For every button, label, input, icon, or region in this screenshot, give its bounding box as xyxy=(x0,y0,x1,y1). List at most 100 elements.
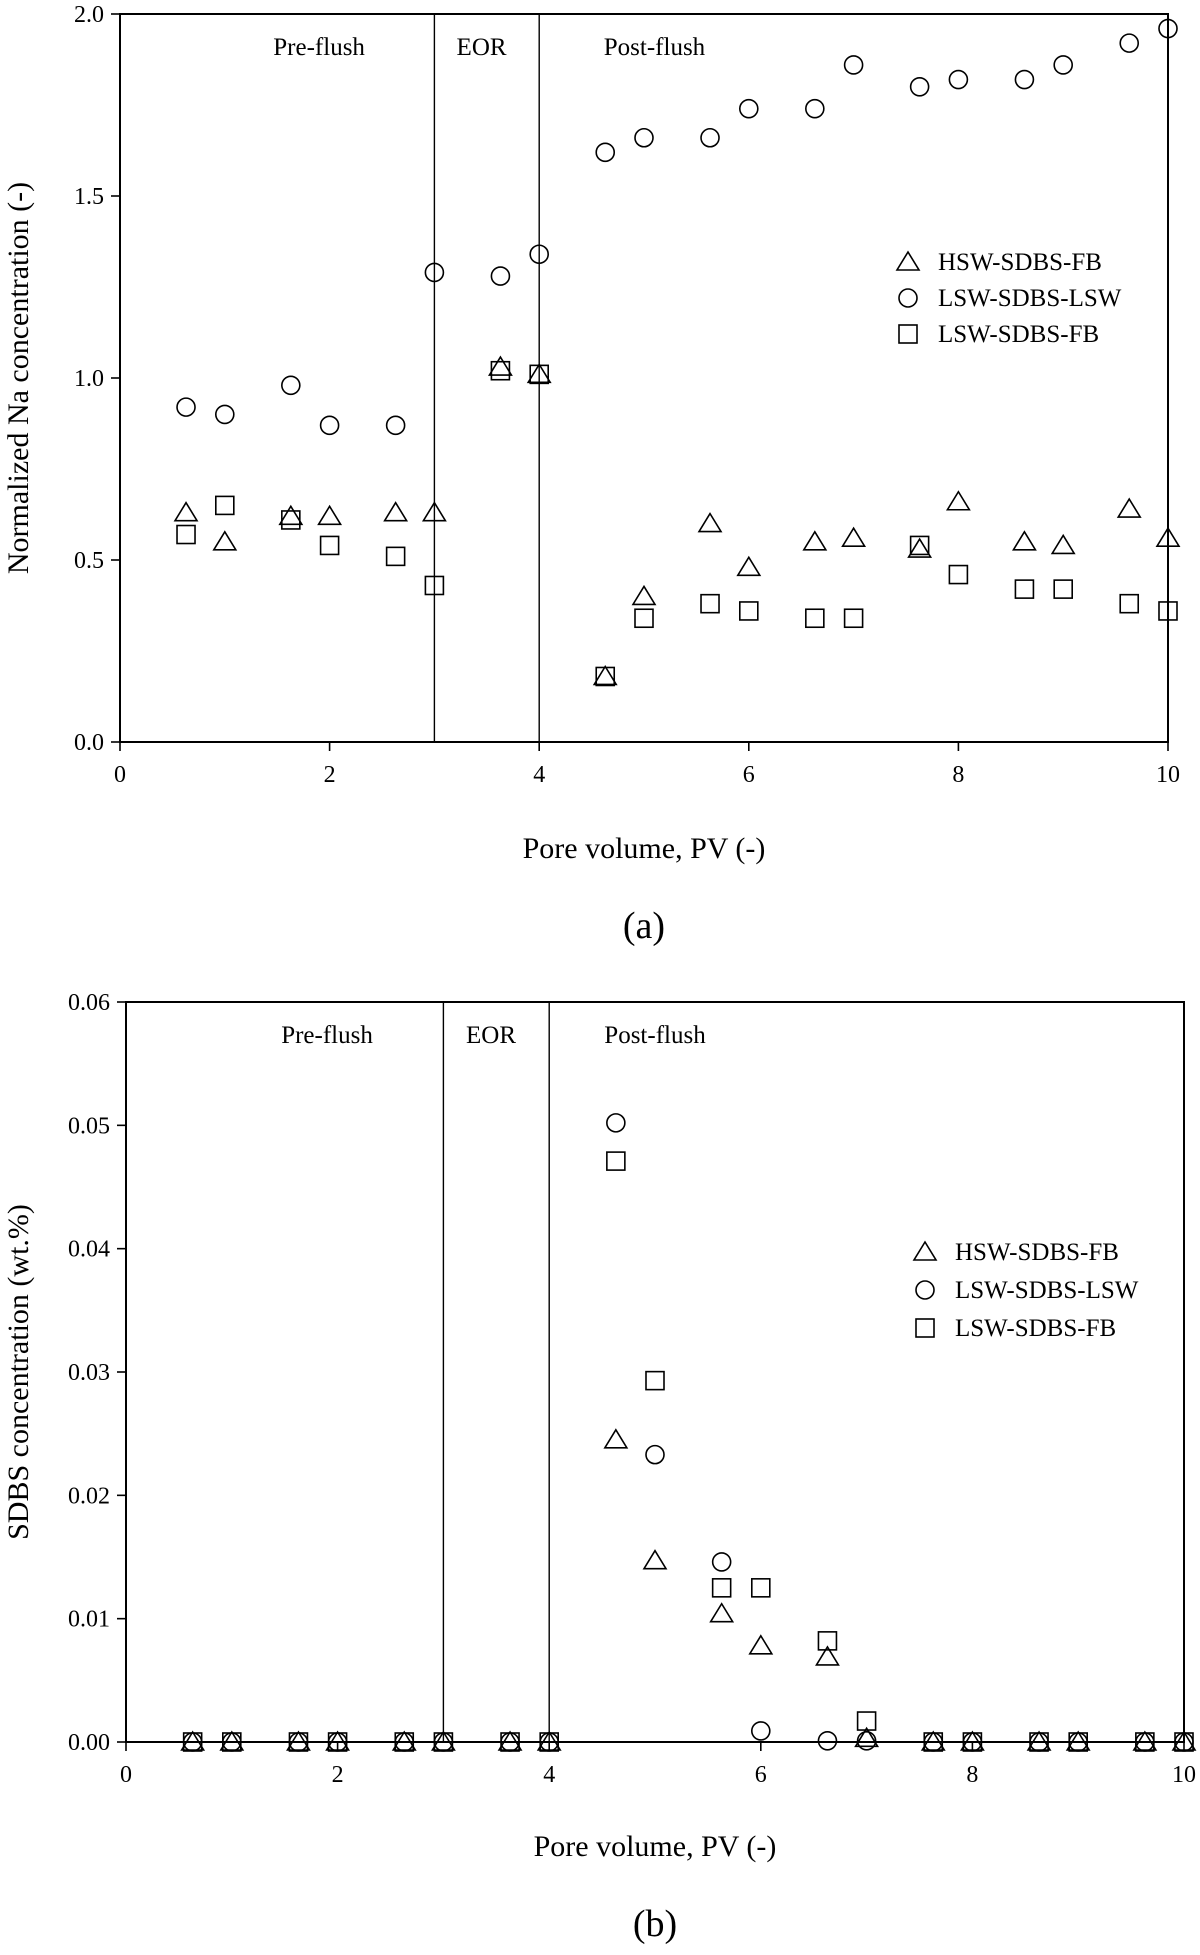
y-tick-label: 0.05 xyxy=(68,1113,110,1139)
data-point-square xyxy=(948,564,969,585)
plot-frame xyxy=(119,13,1169,743)
data-point-square xyxy=(539,1732,560,1752)
data-point-circle xyxy=(215,404,235,425)
series-triangle xyxy=(173,355,1181,686)
y-tick-label: 0.5 xyxy=(74,548,104,574)
data-point-triangle xyxy=(536,1730,562,1751)
data-point-circle xyxy=(700,127,720,148)
data-point-square xyxy=(182,1732,203,1752)
legend-marker-circle xyxy=(898,288,918,308)
series-circle xyxy=(182,1113,1194,1752)
data-point-square xyxy=(215,495,235,516)
data-point-square xyxy=(962,1732,983,1752)
data-point-square xyxy=(909,535,930,556)
data-point-triangle xyxy=(278,504,304,526)
x-tick-label: 8 xyxy=(966,1762,978,1788)
data-point-triangle xyxy=(736,555,762,577)
data-point-triangle xyxy=(430,1730,456,1751)
y-tick-label: 1.0 xyxy=(74,366,104,392)
y-axis-title: Normalized Na concentration (-) xyxy=(2,182,35,574)
data-point-circle xyxy=(805,98,825,119)
data-point-square xyxy=(843,608,864,629)
legend-label: LSW-SDBS-FB xyxy=(938,321,1099,348)
data-point-triangle xyxy=(642,1549,668,1570)
y-tick-label: 0.06 xyxy=(68,990,110,1016)
legend-marker-triangle xyxy=(895,250,921,271)
data-point-circle xyxy=(606,1113,626,1133)
legend: HSW-SDBS-FB LSW-SDBS-LSW LSW-SDBS-FB xyxy=(912,1239,1139,1342)
data-point-circle xyxy=(843,55,864,75)
y-axis-title: SDBS concentration (wt.%) xyxy=(2,1204,35,1540)
data-point-square xyxy=(490,360,511,381)
data-point-triangle xyxy=(697,512,723,533)
data-point-circle xyxy=(1119,33,1140,53)
data-point-circle xyxy=(490,266,511,286)
data-point-square xyxy=(634,608,654,629)
data-point-triangle xyxy=(526,362,552,384)
data-point-square xyxy=(288,1732,309,1752)
region-label: Pre-flush xyxy=(273,34,365,61)
legend-marker-circle xyxy=(915,1280,935,1300)
data-point-square xyxy=(1158,601,1178,621)
x-tick-label: 0 xyxy=(114,762,126,788)
x-tick-label: 0 xyxy=(120,1762,132,1788)
data-point-square xyxy=(327,1732,348,1752)
data-point-triangle xyxy=(854,1726,880,1748)
data-point-square xyxy=(645,1370,665,1391)
data-point-triangle xyxy=(907,537,933,558)
data-point-triangle xyxy=(841,526,867,547)
data-point-square xyxy=(222,1732,242,1752)
data-point-triangle xyxy=(603,1428,629,1449)
data-point-triangle xyxy=(1026,1730,1052,1751)
data-point-square xyxy=(805,608,825,629)
data-point-triangle xyxy=(920,1730,946,1751)
data-point-square xyxy=(385,546,406,567)
legend-marker-square xyxy=(915,1318,935,1338)
data-point-circle xyxy=(738,98,759,119)
data-point-triangle xyxy=(1011,530,1037,551)
x-tick-label: 6 xyxy=(743,762,755,788)
x-axis-title: Pore volume, PV (-) xyxy=(534,1830,777,1863)
data-point-square xyxy=(529,364,550,385)
data-point-triangle xyxy=(959,1730,985,1751)
data-point-square xyxy=(176,524,196,545)
region-label: Post-flush xyxy=(604,34,706,61)
data-point-triangle xyxy=(631,584,657,606)
data-point-triangle xyxy=(802,530,828,551)
data-point-triangle xyxy=(317,504,343,526)
data-point-circle xyxy=(711,1552,732,1572)
data-point-square xyxy=(319,535,340,556)
x-tick-label: 10 xyxy=(1172,1762,1196,1788)
data-point-triangle xyxy=(173,501,199,522)
panel-label: (a) xyxy=(623,905,665,947)
data-point-circle xyxy=(529,244,550,265)
x-tick-label: 4 xyxy=(533,762,545,788)
legend-label: LSW-SDBS-FB xyxy=(955,1315,1116,1342)
x-tick-label: 10 xyxy=(1156,762,1180,788)
data-point-circle xyxy=(1014,69,1035,90)
data-point-circle xyxy=(909,77,930,97)
y-tick-label: 0.04 xyxy=(68,1237,110,1263)
legend: HSW-SDBS-FB LSW-SDBS-LSW LSW-SDBS-FB xyxy=(895,249,1122,348)
x-tick-label: 8 xyxy=(952,762,964,788)
data-point-triangle xyxy=(325,1730,351,1751)
y-tick-label: 0.03 xyxy=(68,1360,110,1386)
data-point-square xyxy=(1029,1732,1049,1752)
x-axis-title: Pore volume, PV (-) xyxy=(523,832,766,865)
data-point-square xyxy=(817,1631,838,1651)
chart-panel-a: Pre-flush EOR Post-flush 0 2 4 6 8 10 0.0 0.5 1.0 1.… xyxy=(2,2,1181,947)
data-point-circle xyxy=(319,415,340,436)
data-point-square xyxy=(433,1732,454,1752)
data-point-triangle xyxy=(219,1730,245,1751)
legend-label: LSW-SDBS-LSW xyxy=(938,285,1122,312)
data-point-triangle xyxy=(180,1730,206,1751)
x-tick-label: 4 xyxy=(543,1762,555,1788)
y-tick-label: 0.01 xyxy=(68,1607,110,1633)
data-point-square xyxy=(500,1732,520,1752)
data-point-circle xyxy=(385,415,406,436)
data-point-circle xyxy=(1053,55,1073,75)
chart-panel-b: Pre-flush EOR Post-flush 0 2 4 6 8 10 0.00 0.01 0.0… xyxy=(2,990,1197,1945)
data-point-square xyxy=(856,1711,877,1731)
data-point-square xyxy=(606,1151,626,1171)
series-circle xyxy=(176,18,1178,436)
